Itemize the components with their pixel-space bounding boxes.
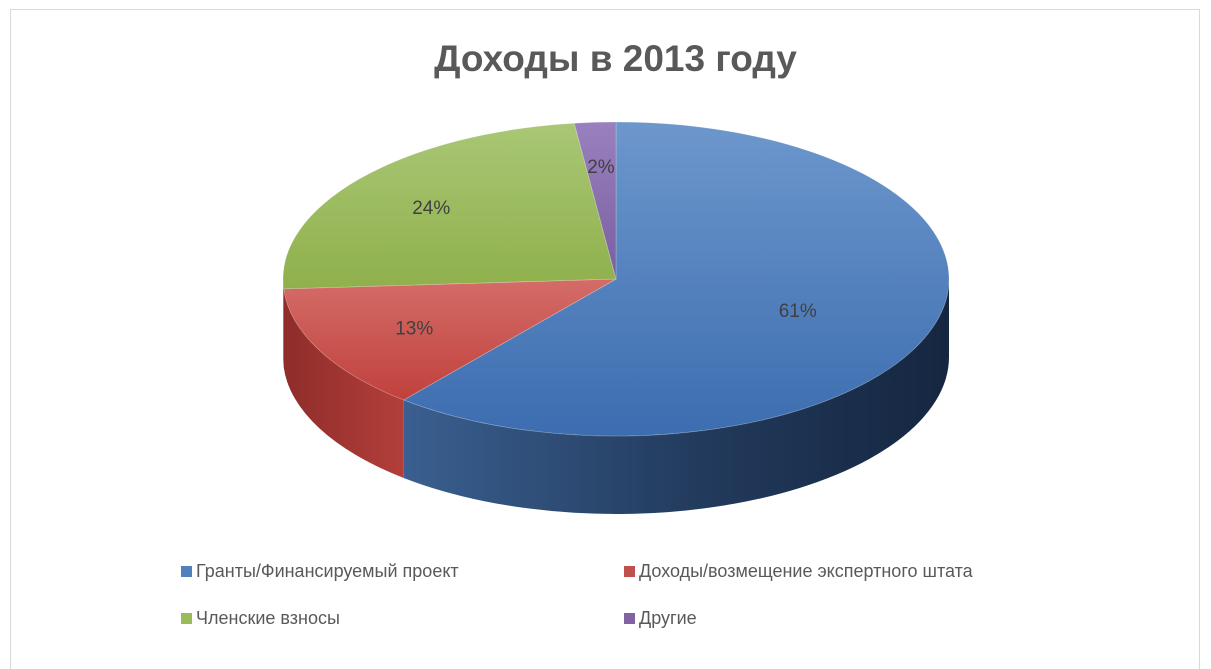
slice-grants [402,121,950,437]
slice-expert-income-side [283,288,404,478]
legend-item-grants: Гранты/Финансируемый проект [181,561,459,582]
legend-item-membership-fees: Членские взносы [181,608,340,629]
slice-membership-fees-side [283,279,284,367]
legend-label: Гранты/Финансируемый проект [196,561,459,581]
legend-label: Членские взносы [196,608,340,628]
chart-frame [10,9,1200,669]
slice-expert-income [283,278,617,401]
legend-label: Другие [639,608,697,628]
legend-swatch [624,613,635,624]
legend-label: Доходы/возмещение экспертного штата [639,561,973,581]
slice-label-membership-fees: 24% [412,198,450,219]
legend-swatch [181,566,192,577]
legend-item-other: Другие [624,608,697,629]
slice-grants-side [403,279,950,514]
slice-membership-fees [282,122,617,290]
slice-label-expert-income: 13% [395,318,433,339]
pie-chart: 61% 13% 24% 2% [282,121,950,514]
slice-label-grants: 61% [779,301,817,322]
slice-other [573,121,617,280]
legend-swatch [624,566,635,577]
legend-swatch [181,613,192,624]
chart-title: Доходы в 2013 году [434,38,797,79]
legend-item-expert-income: Доходы/возмещение экспертного штата [624,561,973,582]
slice-label-other: 2% [587,157,615,178]
